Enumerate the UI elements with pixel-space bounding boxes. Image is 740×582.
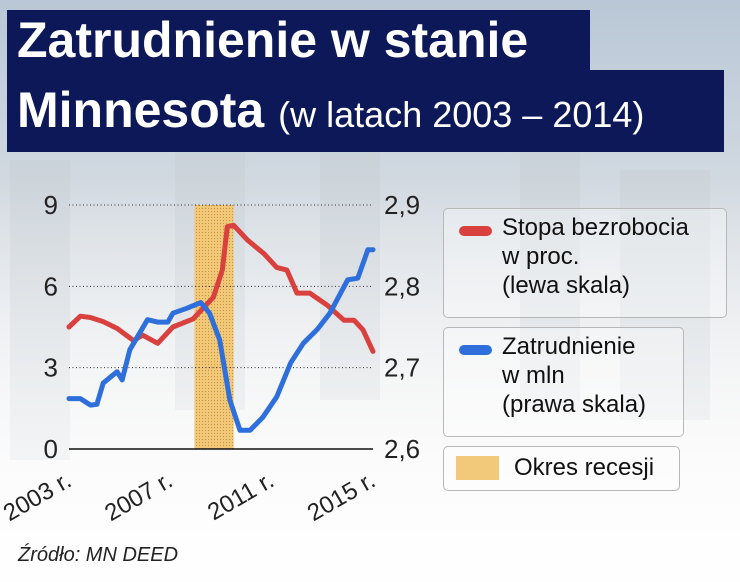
x-tick-label: 2007 r. (100, 467, 177, 527)
chart-area: 0 3 6 9 2,6 2,7 2,8 2,9 2003 r. 2007 r. 2011 r. 2… (0, 190, 420, 527)
right-tick-label: 2,9 (384, 190, 420, 220)
left-tick-label: 6 (44, 271, 58, 301)
title-line-2: Minnesota (w latach 2003 – 2014) (7, 70, 724, 152)
title-text: Zatrudnienie w stanie (17, 12, 529, 68)
title-subtitle: (w latach 2003 – 2014) (278, 94, 645, 135)
left-tick-label: 3 (44, 353, 58, 383)
legend-recession: Okres recesji (443, 446, 680, 491)
legend-swatch-blue (459, 345, 492, 355)
x-tick-label: 2015 r. (303, 467, 380, 527)
legend-label: Stopa bezrobocia (502, 214, 689, 241)
left-tick-label: 0 (44, 434, 58, 464)
legend-label: w mln (502, 362, 565, 389)
source-note: Źródło: MN DEED (18, 544, 179, 566)
right-tick-label: 2,8 (384, 271, 420, 301)
legend-unemployment: Stopa bezrobocia w proc. (lewa skala) (443, 208, 727, 318)
legend-swatch-red (459, 226, 492, 236)
legend-label: (prawa skala) (502, 391, 647, 418)
right-tick-label: 2,6 (384, 434, 420, 464)
x-tick-label: 2003 r. (0, 467, 76, 527)
legend-label: (lewa skala) (502, 272, 631, 299)
legend-label: w proc. (502, 243, 580, 270)
title-main: Minnesota (17, 82, 265, 138)
title-line-1: Zatrudnienie w stanie (7, 10, 590, 70)
legend-employment: Zatrudnienie w mln (prawa skala) (443, 327, 684, 437)
right-tick-label: 2,7 (384, 353, 420, 383)
legend-label: Okres recesji (514, 454, 655, 481)
x-tick-label: 2011 r. (203, 467, 279, 526)
unemployment-line (66, 222, 376, 354)
left-tick-label: 9 (44, 190, 58, 220)
legend-swatch-recession (456, 456, 499, 480)
employment-line (66, 247, 376, 433)
legend-label: Zatrudnienie (502, 333, 636, 360)
